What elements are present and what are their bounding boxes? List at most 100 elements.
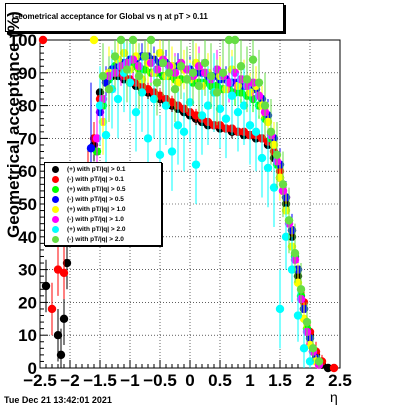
data-point — [263, 117, 273, 127]
timestamp: Tue Dec 21 13:42:01 2021 — [4, 395, 112, 405]
data-point — [290, 249, 300, 258]
data-point — [248, 55, 258, 64]
data-point — [275, 173, 285, 182]
data-point — [221, 114, 231, 123]
legend-entry: (-) with pT/|q| > 0.5 — [45, 195, 161, 205]
data-point — [188, 68, 198, 78]
legend-entry: (-) with pT/|q| > 1.0 — [45, 215, 161, 225]
data-point — [98, 71, 108, 81]
data-point — [266, 127, 276, 137]
data-point — [239, 101, 249, 110]
legend-marker — [52, 166, 59, 173]
legend-entry: (-) with pT/|q| > 0.1 — [45, 175, 161, 185]
data-point — [173, 78, 183, 87]
data-point — [185, 98, 195, 107]
data-point — [158, 58, 168, 68]
legend-label: (+) with pT/|q| > 0.1 — [67, 166, 126, 173]
axis-ticks — [39, 39, 341, 369]
data-point — [278, 180, 288, 189]
data-point — [128, 35, 138, 45]
legend-marker — [52, 186, 59, 193]
data-point — [191, 160, 201, 169]
legend-marker — [52, 236, 59, 243]
legend-marker — [52, 206, 59, 213]
data-point — [176, 62, 186, 71]
data-point — [143, 134, 153, 143]
data-point — [269, 140, 279, 150]
data-point — [149, 94, 159, 104]
data-point — [251, 127, 261, 137]
data-point — [134, 71, 144, 81]
chart-title: Geometrical acceptance for Global vs η a… — [12, 12, 208, 21]
data-point — [101, 130, 111, 140]
x-tick-label: −2 — [60, 371, 79, 390]
legend-label: (-) with pT/|q| > 0.1 — [67, 176, 124, 183]
data-point — [140, 52, 150, 61]
x-tick-label: −1 — [120, 371, 139, 390]
legend-marker — [52, 176, 59, 183]
data-point — [200, 58, 210, 68]
x-tick-labels: −2.5 −2 −1.5 −1 −0.5 0 0.5 1 1.5 2 2.5 — [23, 371, 352, 390]
data-point — [299, 344, 309, 353]
legend-label: (-) with pT/|q| > 2.0 — [67, 236, 124, 243]
data-point — [272, 150, 282, 159]
data-point — [152, 78, 162, 87]
legend: (+) with pT/|q| > 0.1 (-) with pT/|q| > 0… — [44, 162, 162, 246]
y-tick-label: 20 — [18, 293, 37, 312]
data-point — [164, 68, 174, 78]
data-point — [329, 363, 339, 373]
data-point — [167, 147, 177, 156]
data-point — [161, 101, 171, 110]
series-layer — [38, 35, 339, 373]
legend-entry: (+) with pT/|q| > 0.1 — [45, 165, 161, 175]
series-7 — [98, 35, 324, 368]
legend-marker — [52, 226, 59, 233]
data-point — [38, 35, 48, 45]
data-point — [173, 121, 183, 130]
data-point — [257, 153, 267, 163]
y-tick-labels: 0 10 20 30 40 50 60 70 80 90 100 — [9, 31, 37, 378]
data-point — [146, 35, 156, 45]
data-point — [212, 88, 222, 97]
data-point — [53, 331, 63, 340]
legend-entry: (+) with pT/|q| > 2.0 — [45, 225, 161, 235]
data-point — [182, 75, 192, 84]
data-point — [224, 35, 234, 45]
data-point — [305, 357, 315, 366]
y-tick-label: 60 — [18, 162, 37, 181]
data-point — [287, 265, 297, 274]
x-tick-label: 0.5 — [208, 371, 232, 390]
data-point — [110, 52, 120, 61]
y-tick-label: 70 — [18, 129, 37, 148]
data-point — [137, 88, 147, 97]
y-tick-label: 40 — [18, 228, 37, 247]
data-point — [155, 150, 165, 159]
x-tick-label: 1.5 — [268, 371, 292, 390]
y-tick-label: 100 — [9, 31, 37, 50]
data-point — [179, 127, 189, 137]
data-point — [233, 107, 243, 117]
data-point — [293, 311, 303, 320]
data-point — [92, 134, 102, 143]
data-point — [197, 111, 207, 120]
data-point — [293, 278, 303, 287]
data-point — [245, 121, 255, 130]
data-point — [284, 216, 294, 225]
data-point — [122, 65, 132, 74]
data-point — [215, 104, 225, 114]
data-point — [59, 314, 69, 323]
data-point — [113, 94, 123, 104]
data-point — [224, 78, 234, 87]
x-tick-label: −1.5 — [83, 371, 117, 390]
data-point — [59, 268, 69, 278]
chart-title-box: Geometrical acceptance for Global vs η a… — [5, 3, 284, 32]
y-tick-label: 50 — [18, 195, 37, 214]
data-point — [242, 75, 252, 84]
data-point — [203, 101, 213, 110]
legend-marker — [52, 196, 59, 203]
legend-label: (+) with pT/|q| > 1.0 — [67, 206, 126, 213]
x-tick-label: 0 — [185, 371, 194, 390]
data-point — [302, 317, 312, 327]
data-point — [296, 285, 306, 294]
data-point — [155, 48, 165, 58]
